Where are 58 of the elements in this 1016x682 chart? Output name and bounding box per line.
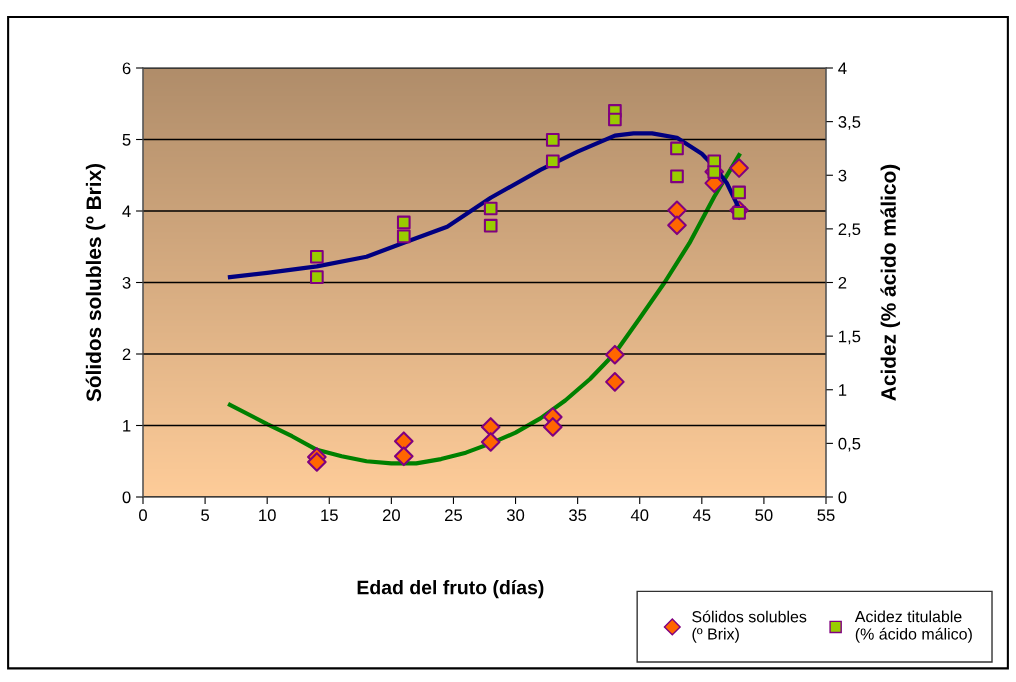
y-tick-label: 4 bbox=[122, 205, 131, 218]
y-axis-title: Sólidos solubles (º Brix) bbox=[85, 163, 106, 402]
point bbox=[396, 215, 411, 230]
y-tick-label: 0 bbox=[122, 491, 131, 504]
point bbox=[545, 154, 560, 169]
point bbox=[480, 417, 501, 437]
point bbox=[307, 452, 327, 472]
point bbox=[605, 372, 625, 392]
x-tick-label: 5 bbox=[201, 509, 210, 522]
x-tick-label: 15 bbox=[321, 509, 338, 522]
x-tick-label: 25 bbox=[445, 509, 463, 522]
point bbox=[310, 270, 324, 284]
y2-tick-label: 1,5 bbox=[839, 330, 861, 345]
point bbox=[667, 215, 687, 236]
y2-tick-label: 0 bbox=[838, 491, 847, 504]
point bbox=[480, 432, 501, 452]
point bbox=[393, 446, 414, 467]
point bbox=[483, 201, 498, 216]
point bbox=[396, 229, 411, 244]
point bbox=[729, 158, 749, 178]
x-tick-label: 50 bbox=[755, 509, 773, 522]
y-tick-label: 6 bbox=[122, 62, 131, 75]
point bbox=[670, 169, 684, 184]
point bbox=[707, 165, 722, 179]
point bbox=[605, 344, 625, 365]
point bbox=[732, 185, 746, 200]
point bbox=[483, 218, 498, 233]
line-series bbox=[227, 153, 742, 466]
point bbox=[545, 133, 560, 147]
x-tick-label: 20 bbox=[382, 509, 400, 522]
x-tick-label: 55 bbox=[817, 509, 835, 522]
y2-tick-label: 3 bbox=[838, 169, 847, 182]
point bbox=[393, 431, 414, 452]
x-tick-label: 45 bbox=[692, 509, 711, 522]
y-tick-label: 2 bbox=[122, 348, 131, 361]
y2-tick-label: 3,5 bbox=[838, 116, 861, 130]
x-tick-label: 30 bbox=[506, 509, 525, 522]
x-axis-title: Edad del fruto (días) bbox=[357, 579, 544, 599]
y-tick-label: 5 bbox=[122, 134, 131, 146]
point bbox=[608, 112, 622, 127]
x-tick-label: 40 bbox=[630, 509, 649, 522]
y2-tick-label: 0,5 bbox=[838, 437, 861, 452]
y2-tick-label: 1 bbox=[839, 384, 847, 396]
x-tick-label: 0 bbox=[139, 509, 147, 522]
point bbox=[667, 200, 687, 221]
point bbox=[310, 249, 324, 264]
y-tick-label: 3 bbox=[122, 276, 131, 289]
x-tick-label: 35 bbox=[569, 509, 587, 522]
y2-axis-title: Acidez (% ácido málico) bbox=[880, 164, 901, 401]
legend-label: Sólidos solubles (º Brix) bbox=[692, 610, 807, 643]
x-tick-label: 10 bbox=[259, 509, 276, 522]
point bbox=[670, 141, 684, 156]
y-tick-label: 1 bbox=[123, 420, 131, 432]
point bbox=[542, 417, 563, 437]
legend-label: Acidez titulable (% ácido málico) bbox=[854, 610, 972, 643]
y2-tick-label: 4 bbox=[838, 62, 847, 75]
y2-tick-label: 2,5 bbox=[838, 223, 861, 238]
y2-tick-label: 2 bbox=[838, 276, 847, 289]
